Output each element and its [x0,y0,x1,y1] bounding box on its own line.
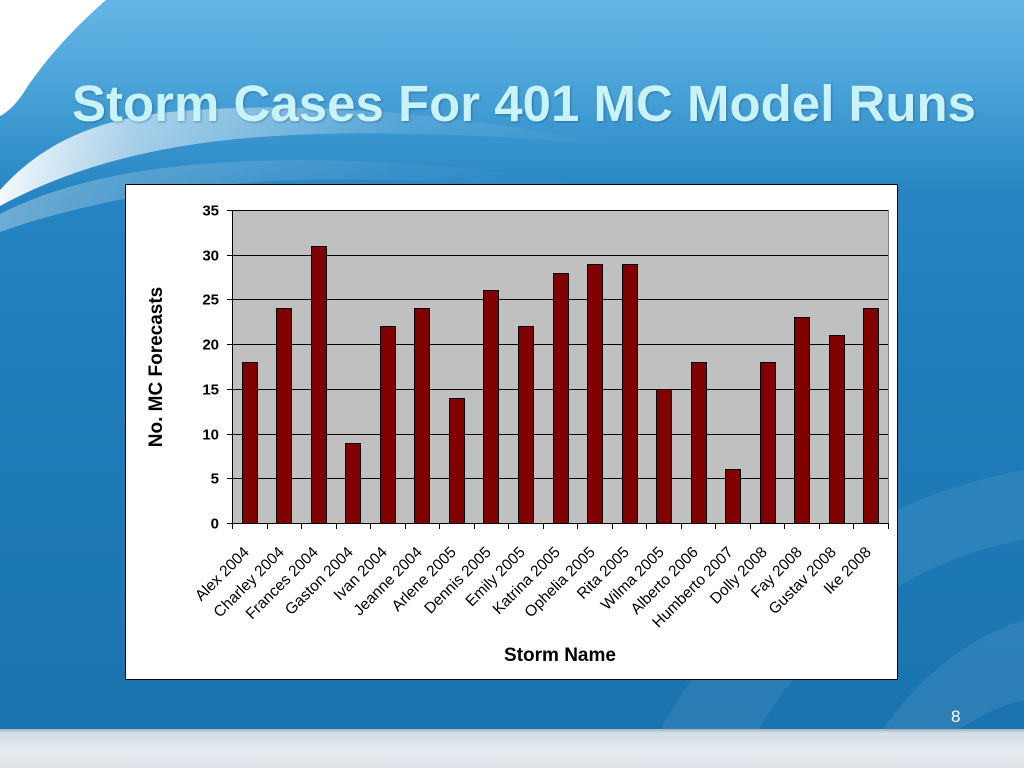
bar [380,326,396,524]
y-tick-label: 30 [202,248,219,265]
bar [725,469,741,524]
bar [656,389,672,524]
bar [518,326,534,524]
slide-title: Storm Cases For 401 MC Model Runs [72,75,977,132]
y-tick-label: 35 [202,203,219,220]
y-tick-label: 15 [202,382,219,399]
y-tick-label: 20 [202,337,219,354]
bar [414,308,430,524]
footer-band [0,729,1024,768]
bar [829,335,845,524]
bar [863,308,879,524]
bar [691,362,707,524]
bar [311,246,327,524]
y-tick-label: 25 [202,292,219,309]
swoosh-band [0,107,620,206]
chart-frame: 0 5 10 15 20 25 30 35 Alex 2004 Charley 2004 Franc… [125,184,898,680]
x-axis-title: Storm Name [504,645,616,666]
bar [587,264,603,524]
bar [449,398,465,524]
y-tick-label: 10 [202,427,219,444]
bar [794,317,810,524]
y-tick-label: 5 [211,471,219,488]
bar [276,308,292,524]
bar [483,290,499,524]
bar [553,273,569,524]
bar [760,362,776,524]
bar-series [242,246,879,524]
bar [345,443,361,524]
bar [242,362,258,524]
page-number: 8 [951,707,961,726]
bar [622,264,638,524]
swoosh-band-faint [0,160,640,232]
x-axis-ticks [232,523,889,529]
y-tick-label: 0 [211,516,219,533]
top-glow [0,0,1024,200]
swoosh-wing [0,0,106,116]
y-axis-title: No. MC Forecasts [146,287,167,447]
